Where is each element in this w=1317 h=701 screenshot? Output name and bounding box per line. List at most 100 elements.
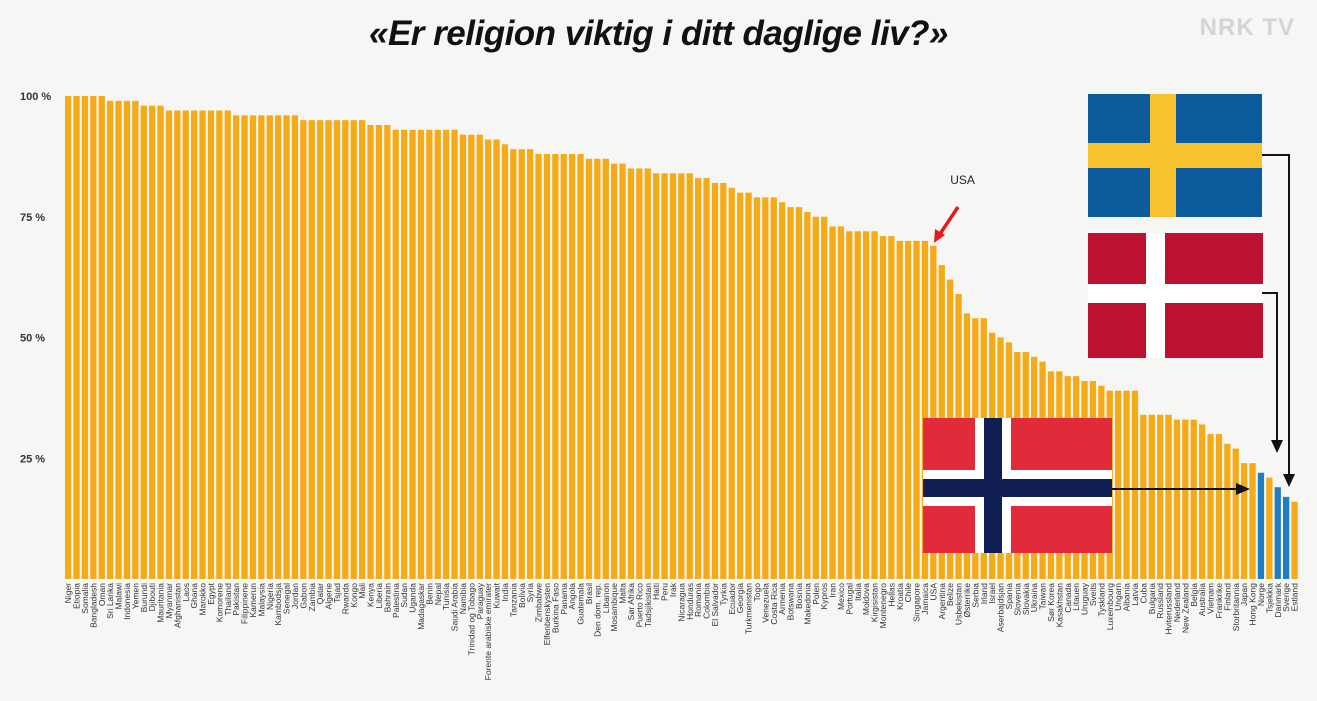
x-tick-label: Burkina Faso <box>550 583 560 633</box>
bar-kambodsja <box>275 115 282 579</box>
y-tick-label: 25 % <box>20 453 45 465</box>
bar-brasil <box>585 158 593 580</box>
bar-indonesia <box>123 100 131 579</box>
bar-tanzania <box>510 149 517 579</box>
bar-chile <box>905 240 912 579</box>
x-tick-label: Palestina <box>391 583 401 618</box>
x-tick-label: New Zealand <box>1180 583 1190 633</box>
x-tick-label: Tsjad <box>332 583 342 603</box>
x-tick-label: Ecuador <box>727 583 737 615</box>
x-tick-label: Namibia <box>458 583 468 614</box>
sweden-arrow <box>1262 154 1290 476</box>
bar-ungarn <box>1115 390 1122 579</box>
bar-jordan <box>291 115 299 579</box>
bar-albania <box>1123 390 1130 579</box>
x-tick-label: Gabon <box>298 583 308 609</box>
x-tick-label: Storbritannia <box>1231 583 1241 631</box>
bar-mosambique <box>611 163 618 579</box>
x-tick-label: Togo <box>752 583 762 602</box>
bar-guatemala <box>577 153 584 579</box>
bar-zimbabwe <box>535 153 542 579</box>
x-tick-label: Israel <box>987 583 997 604</box>
x-tick-label: Australia <box>1197 583 1207 616</box>
bar-turkmenistan <box>745 192 752 579</box>
x-tick-label: Latvia <box>1130 583 1140 606</box>
bar-ghana <box>191 110 198 580</box>
red-arrow-icon <box>934 206 960 243</box>
bar-botswana <box>787 207 794 579</box>
x-tick-label: Guatemala <box>576 583 586 625</box>
bar-den-dom-rep- <box>594 158 601 580</box>
bar-mauritania <box>157 105 164 579</box>
bar-bahrain <box>384 124 391 579</box>
bar-irak <box>669 173 677 579</box>
sweden-flag <box>1088 94 1262 217</box>
bar-malawi <box>115 100 122 579</box>
sweden-arrowhead-icon <box>1283 474 1295 487</box>
x-tick-label: Zimbabwe <box>534 583 544 622</box>
bar-namibia <box>459 134 467 579</box>
x-tick-label: Uruguay <box>1080 582 1090 615</box>
bar-frankrike <box>1215 434 1223 579</box>
bar-kroatia <box>896 240 903 579</box>
x-tick-label: Zambia <box>307 583 317 612</box>
x-tick-label: Turkmenistan <box>744 583 754 634</box>
x-tick-label: Malta <box>618 583 628 604</box>
x-tick-label: Bosnia <box>794 583 804 609</box>
bar-italia <box>854 231 861 580</box>
chart-title: «Er religion viktig i ditt daglige liv?» <box>369 14 949 53</box>
x-tick-label: Hviterussland <box>1164 583 1174 635</box>
x-tick-label: Bulgaria <box>1147 583 1157 614</box>
bar-tsjad <box>333 120 341 580</box>
y-tick-label: 75 % <box>20 212 45 224</box>
bar-puerto-rico <box>636 168 643 579</box>
x-tick-label: El Salvador <box>710 583 720 627</box>
bar-mexico <box>837 226 845 579</box>
x-tick-label: Slovakia <box>1021 583 1031 615</box>
bar-panama <box>560 153 567 579</box>
x-tick-label: Nigeria <box>265 583 275 610</box>
x-tick-label: Belgia <box>1189 583 1199 607</box>
bar-burkina-faso <box>552 153 559 579</box>
bar-djibouti <box>149 105 156 579</box>
x-tick-label: Kenya <box>366 583 376 607</box>
x-tick-label: Senegal <box>282 583 292 614</box>
bar-burundi <box>140 105 147 579</box>
bar-nigeria <box>266 115 273 579</box>
bar-singapore <box>913 240 920 579</box>
bar-japan <box>1241 463 1248 579</box>
x-tick-label: Cuba <box>1138 583 1148 604</box>
x-tick-label: Vietnam <box>1206 583 1216 614</box>
bar-liberia <box>375 124 383 579</box>
x-tick-label: Bangladesh <box>88 583 98 628</box>
bar-kamerun <box>249 115 257 579</box>
x-tick-label: Japan <box>1239 583 1249 606</box>
x-tick-label: Costa Rica <box>769 583 779 625</box>
bar-trinidad-og-tobago <box>468 134 475 579</box>
x-tick-label: Argentina <box>937 583 947 620</box>
x-tick-label: Syria <box>525 583 535 603</box>
x-tick-label: Djibouti <box>147 583 157 611</box>
x-tick-label: Ungarn <box>1113 583 1123 611</box>
x-tick-label: Komorene <box>214 583 224 622</box>
x-tick-label: Libanon <box>601 583 611 614</box>
x-tick-label: Makedonia <box>802 583 812 625</box>
bar-usa <box>930 245 937 580</box>
x-tick-label: Den dom. rep. <box>592 583 602 637</box>
x-tick-label: Burundi <box>139 583 149 612</box>
bar-new-zealand <box>1182 419 1189 579</box>
bar-saudi-arabia <box>451 129 458 579</box>
bar-pakistan <box>233 115 240 579</box>
bar-zambia <box>308 120 315 580</box>
bar-thailand <box>224 110 231 580</box>
bar-hellas <box>888 236 895 579</box>
x-tick-label: Mexico <box>836 583 846 610</box>
x-tick-label: Tunisia <box>441 583 451 610</box>
x-tick-label: Botswana <box>786 583 796 621</box>
bar-norge <box>1257 472 1265 579</box>
bar-rwanda <box>342 120 349 580</box>
bar-niger <box>65 96 72 579</box>
bar-australia <box>1199 424 1206 579</box>
x-tick-label: Malawi <box>114 583 124 610</box>
